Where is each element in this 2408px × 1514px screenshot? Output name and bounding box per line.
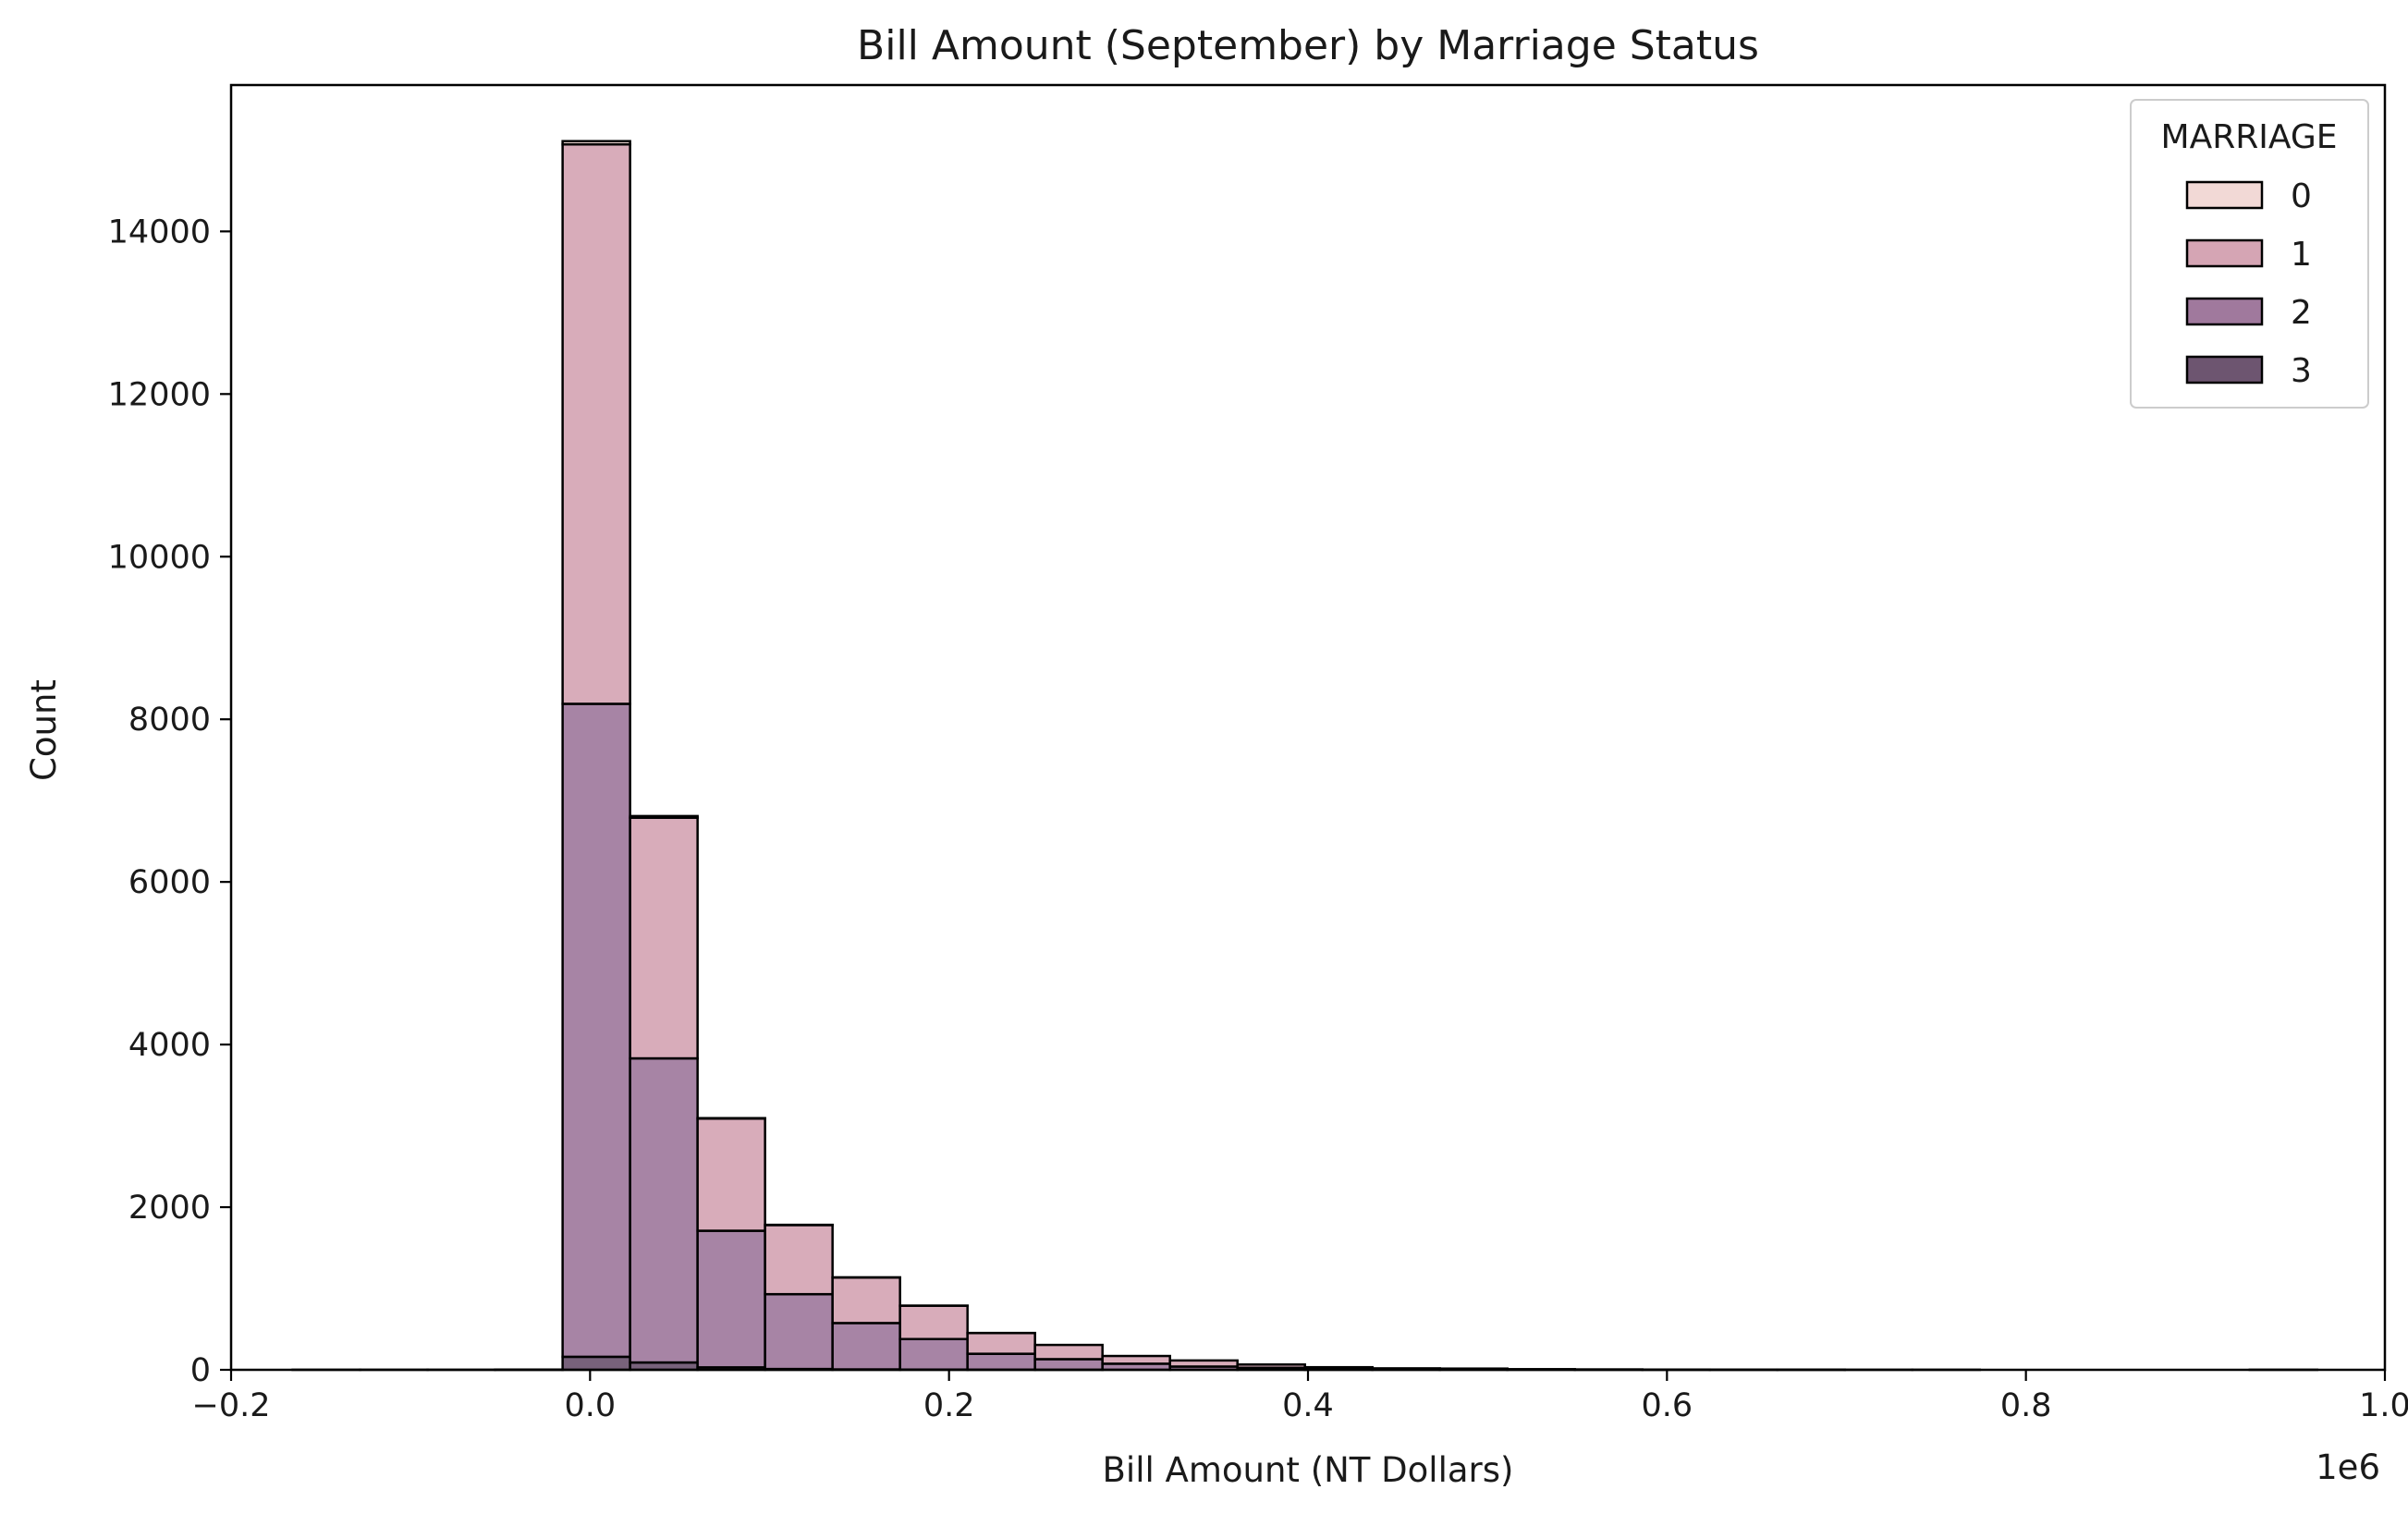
y-tick-label: 4000	[128, 1027, 211, 1064]
bar-marriage-0-bin-4	[561, 140, 631, 146]
x-tick-label: 1.0	[2359, 1387, 2408, 1424]
x-axis-offset-label: 1e6	[2316, 1447, 2380, 1487]
bar-marriage-1-bin-7	[764, 1224, 834, 1296]
legend-items: 0 1 2 3	[2185, 177, 2312, 390]
y-tick-label: 14000	[108, 214, 211, 250]
legend-swatch-2	[2185, 297, 2264, 326]
legend-swatch-1	[2185, 238, 2264, 268]
chart-title: Bill Amount (September) by Marriage Stat…	[857, 22, 1759, 69]
y-tick-label: 0	[190, 1352, 211, 1389]
y-axis-label: Count	[24, 679, 64, 781]
bar-marriage-3-bin-4	[561, 1355, 631, 1372]
bar-marriage-2-bin-10	[966, 1352, 1036, 1372]
x-tick-label: 0.0	[564, 1387, 616, 1424]
y-tick-label: 6000	[128, 864, 211, 901]
bar-marriage-1-bin-12	[1101, 1354, 1171, 1365]
legend-label-1: 1	[2291, 236, 2312, 274]
x-tick-label: 0.6	[1641, 1387, 1693, 1424]
bar-marriage-1-bin-10	[966, 1331, 1036, 1355]
bar-marriage-2-bin-9	[898, 1337, 969, 1371]
bar-marriage-1-bin-13	[1168, 1359, 1239, 1368]
bar-marriage-0-bin-5	[629, 814, 699, 819]
x-axis: −0.2 0.0 0.2 0.4 0.6 0.8 1.0	[192, 1370, 2408, 1424]
x-tick-label: 0.8	[2000, 1387, 2052, 1424]
x-tick-label: 0.2	[923, 1387, 975, 1424]
bar-marriage-2-bin-7	[764, 1292, 834, 1371]
bars-layer	[291, 140, 2319, 1372]
bar-marriage-1-bin-15	[1303, 1365, 1374, 1371]
bar-marriage-1-bin-6	[696, 1117, 766, 1232]
y-axis: 0 2000 4000 6000 8000 10000 12000 14000	[108, 214, 231, 1389]
y-tick-label: 10000	[108, 539, 211, 576]
y-tick-label: 8000	[128, 702, 211, 739]
bar-marriage-1-bin-4	[561, 142, 631, 705]
bar-marriage-1-bin-14	[1236, 1363, 1306, 1370]
legend-swatch-3	[2185, 355, 2264, 385]
y-tick-label: 2000	[128, 1190, 211, 1227]
bar-marriage-1-bin-11	[1033, 1343, 1104, 1361]
legend-label-3: 3	[2291, 352, 2312, 390]
bar-marriage-1-bin-8	[831, 1276, 901, 1325]
bar-marriage-2-bin-4	[561, 702, 631, 1359]
y-tick-label: 12000	[108, 376, 211, 413]
legend-label-0: 0	[2291, 177, 2312, 215]
legend-label-2: 2	[2291, 294, 2312, 332]
bar-marriage-2-bin-5	[629, 1056, 699, 1364]
bar-marriage-2-bin-8	[831, 1322, 901, 1371]
legend-title: MARRIAGE	[2161, 118, 2338, 156]
legend-swatch-0	[2185, 180, 2264, 210]
bar-marriage-1-bin-9	[898, 1304, 969, 1340]
plot-frame	[229, 83, 2387, 1372]
bar-marriage-2-bin-11	[1033, 1358, 1104, 1372]
legend: MARRIAGE 0 1 2 3	[2130, 99, 2369, 409]
bar-marriage-1-bin-5	[629, 816, 699, 1060]
bar-marriage-2-bin-6	[696, 1229, 766, 1369]
x-axis-label: Bill Amount (NT Dollars)	[1103, 1450, 1514, 1490]
x-tick-label: −0.2	[192, 1387, 271, 1424]
x-tick-label: 0.4	[1282, 1387, 1334, 1424]
